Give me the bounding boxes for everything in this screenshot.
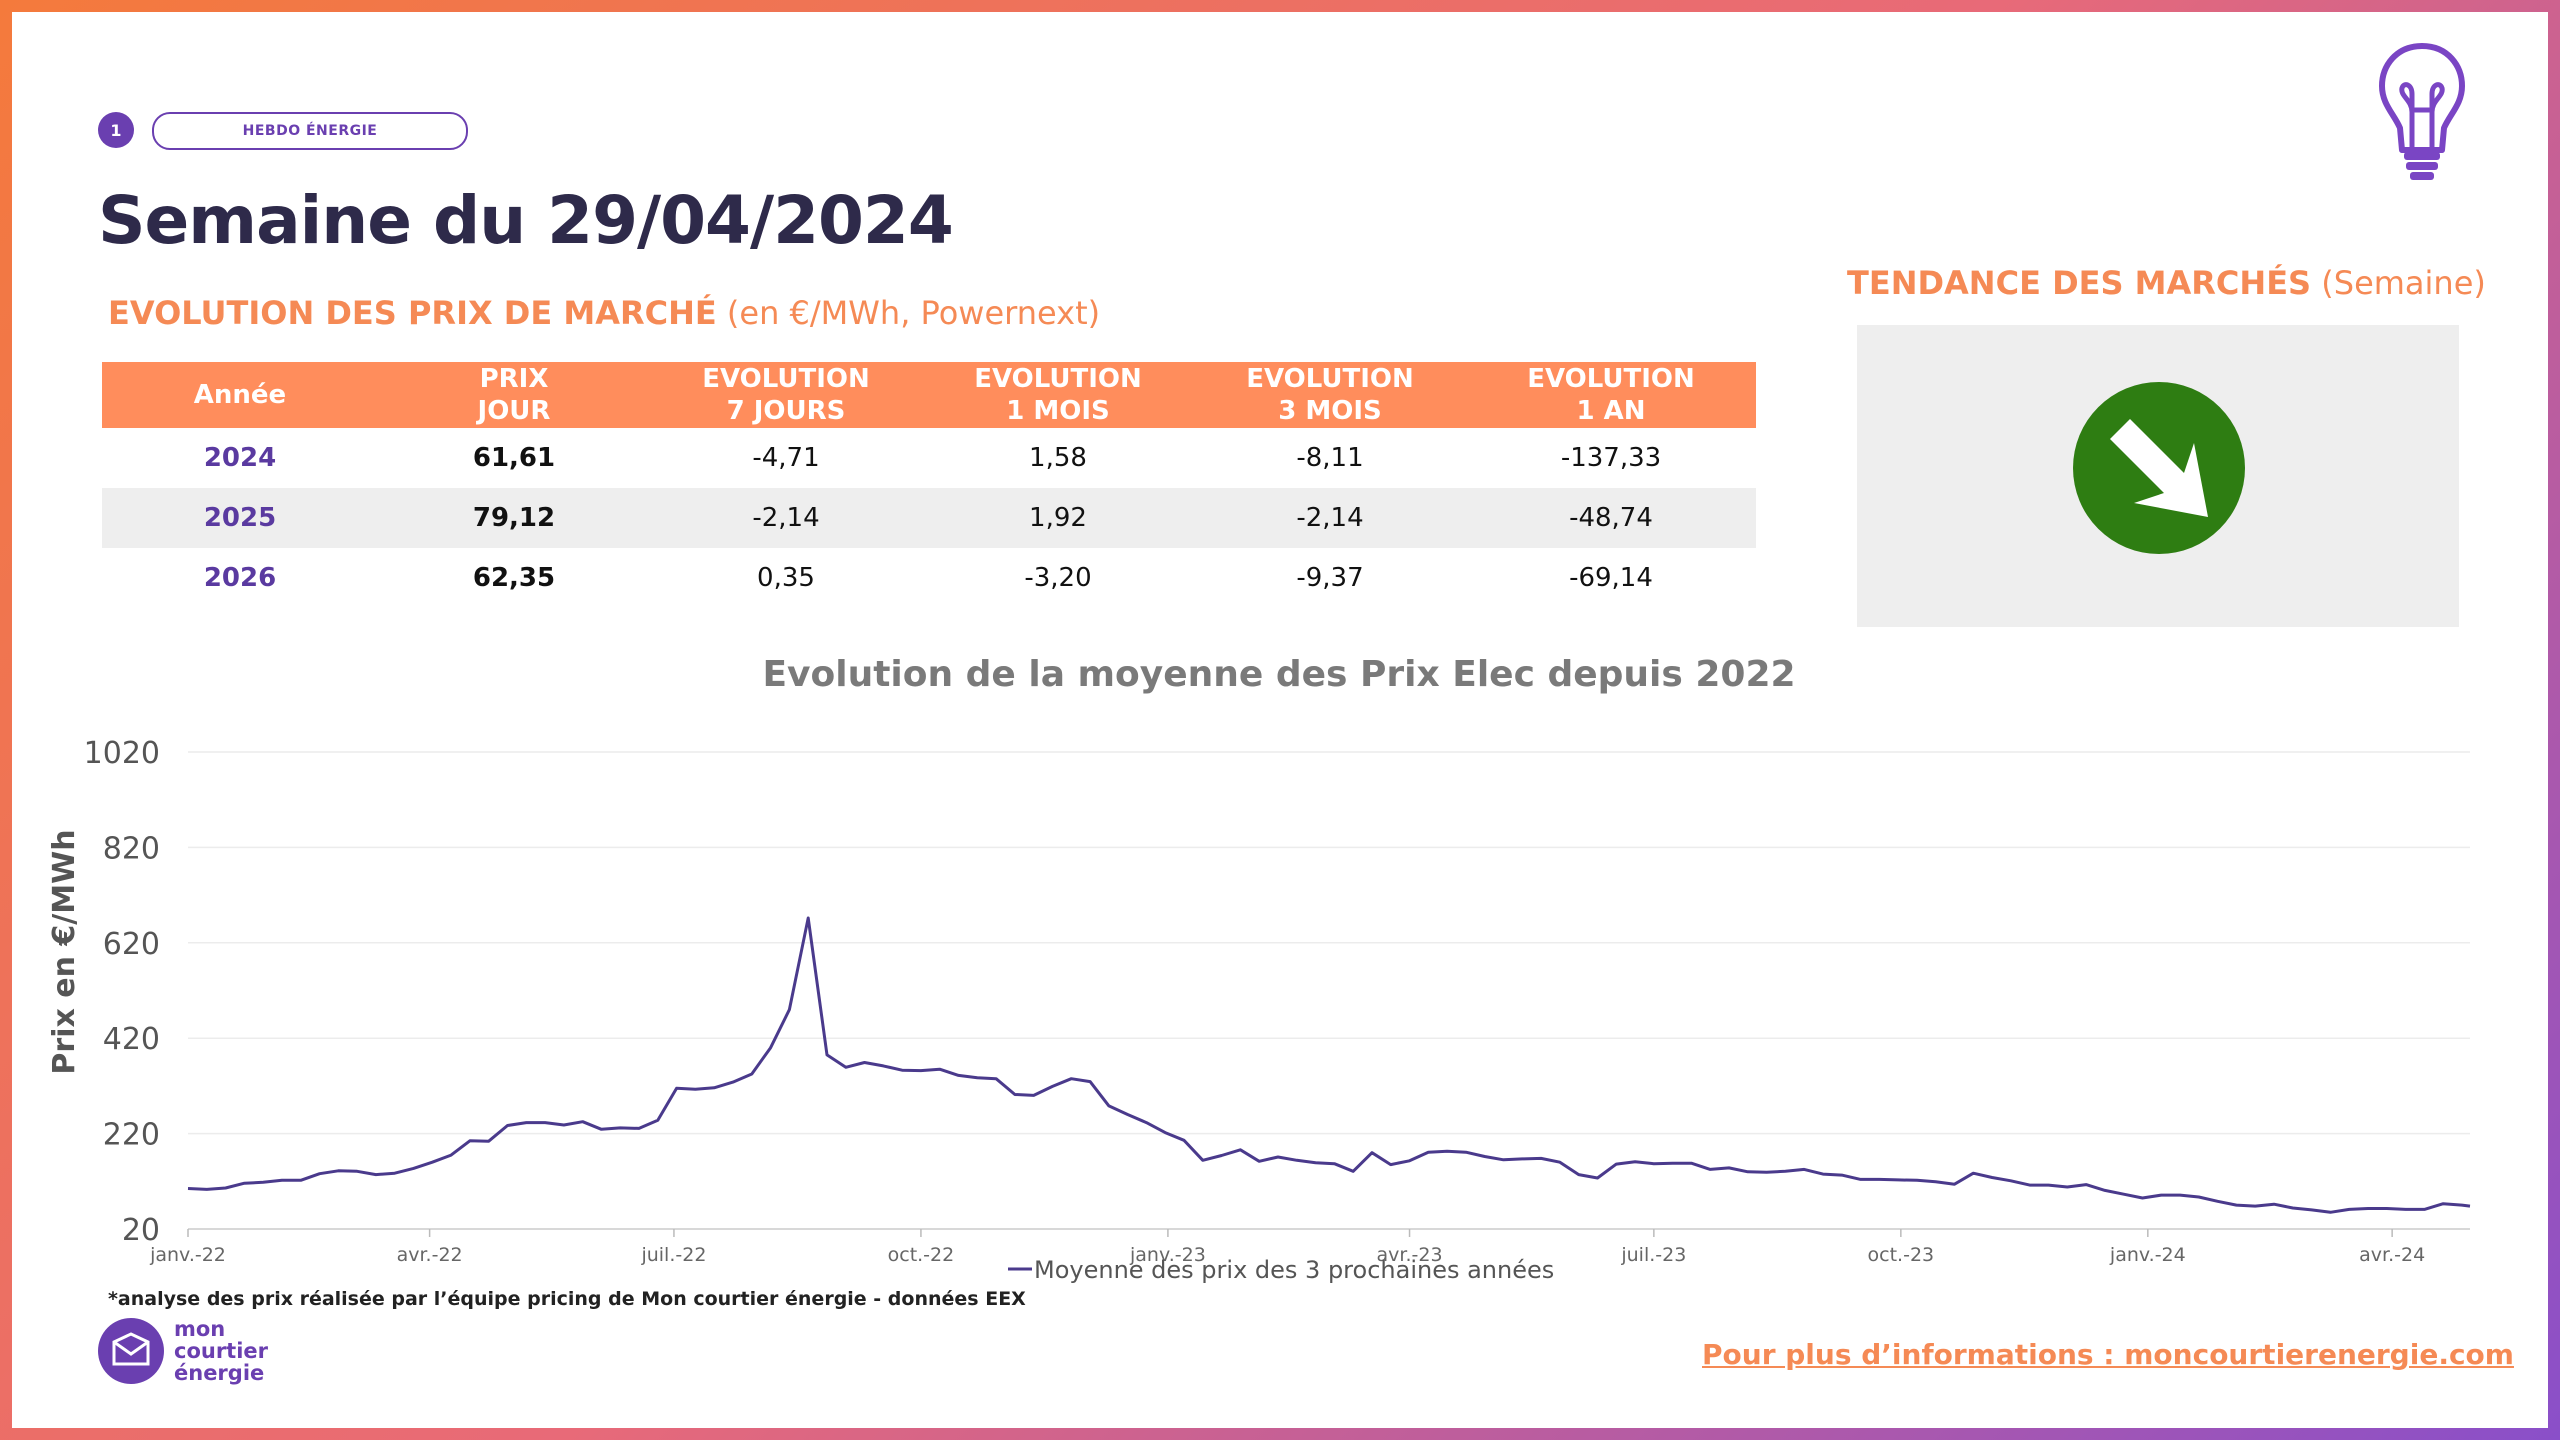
table-header-row: Année PRIX JOUR EVOLUTION 7 JOURS EVOLUTIO… <box>102 362 1756 428</box>
trend-heading-bold: TENDANCE DES MARCHÉS <box>1847 264 2312 302</box>
x-tick-label: avr.-23 <box>1377 1244 1443 1266</box>
brand-logo-text: mon courtier énergie <box>174 1317 269 1385</box>
x-tick-label: avr.-24 <box>2359 1244 2425 1266</box>
header-price-day: PRIX JOUR <box>378 362 650 428</box>
y-tick-label: 20 <box>122 1213 160 1248</box>
y-tick-label: 1020 <box>84 736 160 771</box>
y-tick-label: 420 <box>103 1022 160 1057</box>
cell-evol-1m: 1,92 <box>922 488 1194 548</box>
cell-evol-1y: -69,14 <box>1569 563 1653 593</box>
trend-heading: TENDANCE DES MARCHÉS (Semaine) <box>1847 264 2486 302</box>
cell-evol-7d: -2,14 <box>650 488 922 548</box>
trend-panel <box>1857 325 2459 627</box>
y-axis-label: Prix en €/MWh <box>47 829 82 1074</box>
cell-evol-7d: 0,35 <box>757 563 815 593</box>
x-tick-label: juil.-23 <box>1620 1244 1686 1266</box>
x-tick-label: janv.-22 <box>149 1244 226 1266</box>
issue-number-badge: 1 <box>98 112 134 148</box>
chart-title: Evolution de la moyenne des Prix Elec de… <box>762 654 1795 695</box>
x-tick-label: oct.-22 <box>888 1244 955 1266</box>
cell-evol-1y: -137,33 <box>1560 443 1662 473</box>
cell-evol-1y: -48,74 <box>1466 488 1756 548</box>
table-row: 2025 79,12 -2,14 1,92 -2,14 -48,74 <box>102 488 1756 548</box>
website-link[interactable]: Pour plus d’informations : moncourtieren… <box>1702 1338 2514 1371</box>
x-tick-label: janv.-24 <box>2109 1244 2186 1266</box>
cell-year: 2024 <box>203 443 277 473</box>
chart-legend: Moyenne des prix des 3 prochaines années <box>1008 1256 1554 1284</box>
header-evolution-1y: EVOLUTION 1 AN <box>1466 362 1756 428</box>
header-evolution-7d: EVOLUTION 7 JOURS <box>650 362 922 428</box>
y-tick-label: 820 <box>103 831 160 866</box>
cell-year: 2026 <box>203 563 277 593</box>
header-evolution-1m: EVOLUTION 1 MOIS <box>922 362 1194 428</box>
cell-year: 2025 <box>102 488 378 548</box>
cell-price: 62,35 <box>472 563 556 593</box>
cell-evol-1m: 1,58 <box>1029 443 1087 473</box>
x-axis-ticks: janv.-22 avr.-22 juil.-22 oct.-22 janv.-23 av… <box>149 1229 2425 1266</box>
chart-gridlines <box>188 751 2470 1230</box>
x-tick-label: avr.-22 <box>397 1244 463 1266</box>
x-tick-label: juil.-22 <box>640 1244 706 1266</box>
trend-heading-period: (Semaine) <box>2321 264 2486 302</box>
chart-series <box>187 916 2471 1214</box>
cell-evol-7d: -4,71 <box>752 443 820 473</box>
y-tick-label: 620 <box>103 927 160 962</box>
market-prices-heading: EVOLUTION DES PRIX DE MARCHÉ (en €/MWh, … <box>108 294 1100 332</box>
lightbulb-icon <box>2379 43 2465 180</box>
cell-evol-1m: -3,20 <box>1024 563 1092 593</box>
table-row: 2026 62,35 0,35 -3,20 -9,37 -69,14 <box>102 548 1756 608</box>
price-line-chart: Evolution de la moyenne des Prix Elec de… <box>47 654 2471 1284</box>
x-tick-label: oct.-23 <box>1868 1244 1935 1266</box>
table-row: 2024 61,61 -4,71 1,58 -8,11 -137,33 <box>102 428 1756 488</box>
cell-price: 61,61 <box>472 443 556 473</box>
cell-evol-3m: -9,37 <box>1296 563 1364 593</box>
y-tick-label: 220 <box>103 1118 160 1153</box>
footnote: *analyse des prix réalisée par l’équipe … <box>108 1288 1026 1310</box>
market-prices-table: Année PRIX JOUR EVOLUTION 7 JOURS EVOLUTIO… <box>102 362 1756 608</box>
market-prices-heading-bold: EVOLUTION DES PRIX DE MARCHÉ <box>108 294 717 332</box>
arrow-down-right-icon <box>2073 382 2245 554</box>
x-tick-label: janv.-23 <box>1129 1244 1206 1266</box>
newsletter-tag: HEBDO ÉNERGIE <box>152 112 468 150</box>
header-evolution-3m: EVOLUTION 3 MOIS <box>1194 362 1466 428</box>
cell-evol-3m: -8,11 <box>1296 443 1364 473</box>
page-title: Semaine du 29/04/2024 <box>98 182 954 259</box>
cell-evol-3m: -2,14 <box>1194 488 1466 548</box>
cell-price: 79,12 <box>378 488 650 548</box>
brand-logo-icon <box>98 1318 164 1384</box>
header-year: Année <box>102 362 378 428</box>
market-prices-heading-unit: (en €/MWh, Powernext) <box>726 294 1101 332</box>
series-line <box>187 916 2471 1214</box>
legend-label: Moyenne des prix des 3 prochaines années <box>1034 1256 1554 1284</box>
y-axis-ticks: 1020 820 620 420 220 20 <box>84 736 160 1248</box>
slide: 1 HEBDO ÉNERGIE Semaine du 29/04/2024 EV… <box>12 12 2548 1428</box>
